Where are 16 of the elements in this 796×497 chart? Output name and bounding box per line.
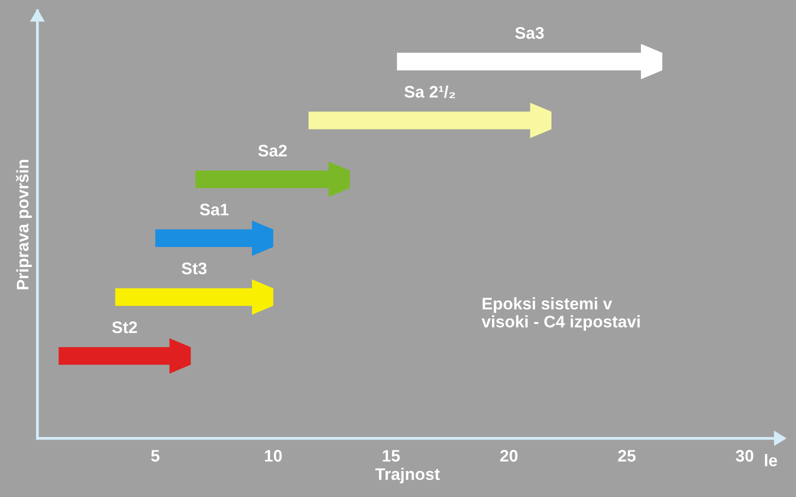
- text: le: [764, 454, 778, 466]
- x-tick-label: 15: [382, 450, 400, 462]
- y-tick-label: St3: [182, 262, 207, 274]
- y-tick-label: Sa 2¹/₂: [404, 85, 456, 98]
- x-tick-label: 25: [618, 450, 636, 462]
- x-tick-label: 30: [736, 450, 754, 462]
- annotation: Epoksi sistemi v visoki - C4 izpostavi: [482, 297, 640, 331]
- x-axis-title: Trajnost: [375, 468, 440, 484]
- x-tick-label: 20: [500, 450, 518, 462]
- y-tick-label: Sa2: [258, 144, 287, 157]
- x-tick-label: 10: [264, 450, 282, 462]
- y-tick-label: Sa3: [515, 27, 544, 39]
- y-tick-label: St2: [112, 321, 137, 334]
- x-tick-label: 5: [151, 450, 160, 462]
- y-tick-label: Sa1: [200, 204, 229, 216]
- y-axis-title: Priprava površin: [16, 160, 32, 290]
